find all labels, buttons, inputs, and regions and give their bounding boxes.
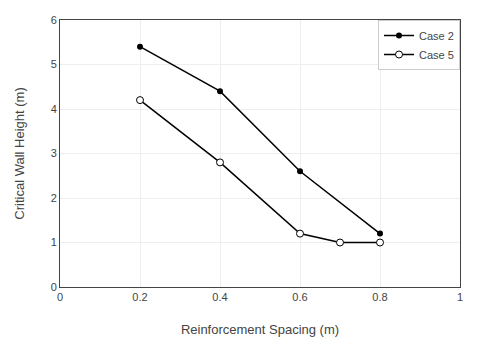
- svg-text:0: 0: [51, 281, 57, 293]
- svg-text:Reinforcement Spacing (m): Reinforcement Spacing (m): [181, 322, 339, 337]
- svg-text:4: 4: [51, 103, 57, 115]
- svg-text:3: 3: [51, 147, 57, 159]
- svg-text:Case 2: Case 2: [419, 30, 454, 42]
- svg-text:6: 6: [51, 14, 57, 26]
- svg-text:2: 2: [51, 192, 57, 204]
- svg-text:0.8: 0.8: [372, 291, 387, 303]
- svg-text:5: 5: [51, 58, 57, 70]
- svg-text:Critical Wall Height (m): Critical Wall Height (m): [12, 87, 27, 219]
- svg-text:Case 5: Case 5: [419, 49, 454, 61]
- svg-text:0.6: 0.6: [292, 291, 307, 303]
- svg-text:0: 0: [57, 291, 63, 303]
- svg-text:0.4: 0.4: [212, 291, 227, 303]
- svg-text:0.2: 0.2: [132, 291, 147, 303]
- svg-text:1: 1: [457, 291, 463, 303]
- svg-text:1: 1: [51, 236, 57, 248]
